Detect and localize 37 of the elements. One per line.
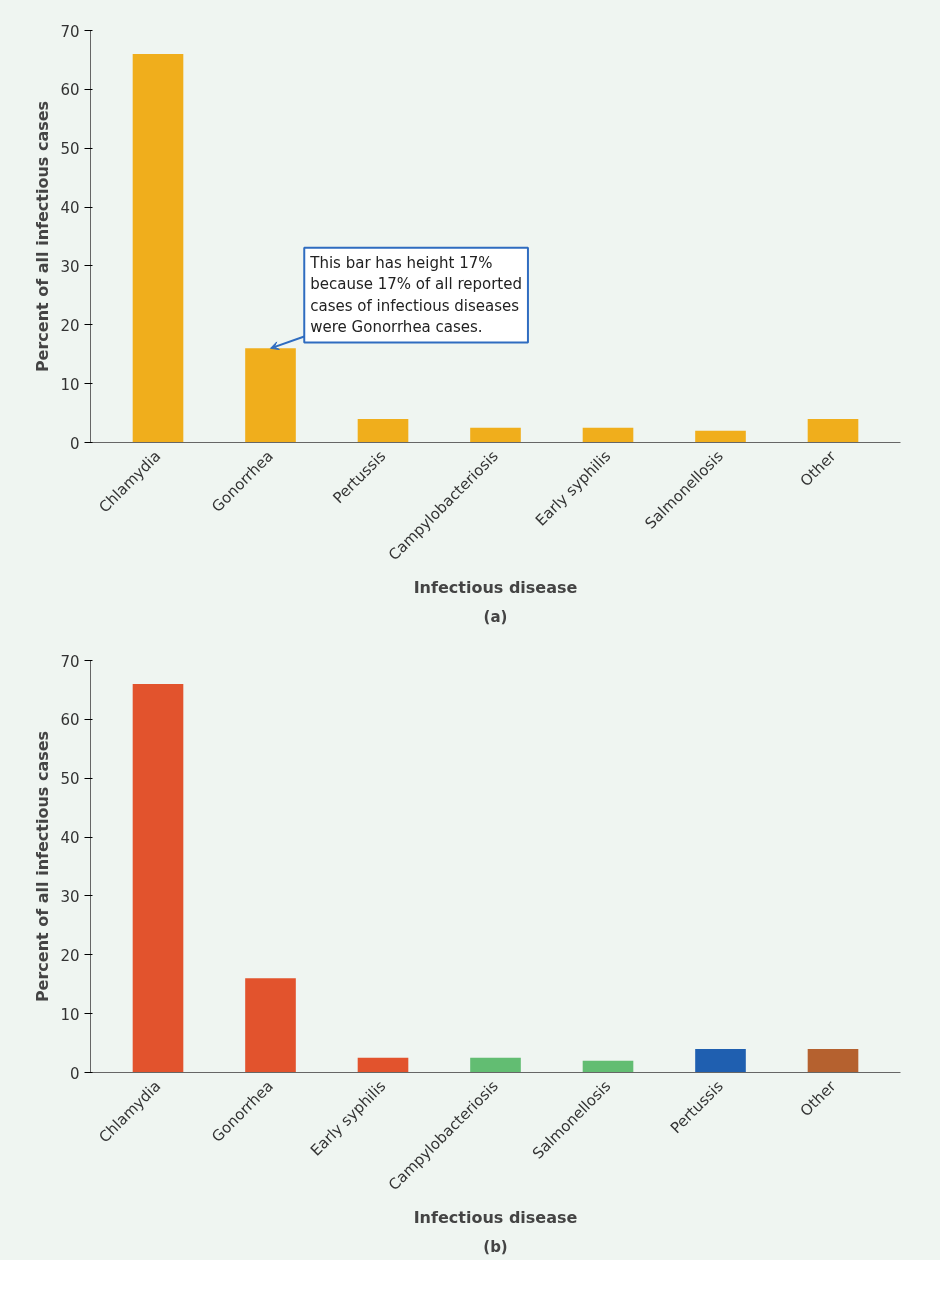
y-tick-label: 30	[60, 257, 80, 276]
bar	[132, 684, 184, 1073]
y-tick-label: 70	[60, 22, 80, 41]
y-tick-label: 60	[60, 81, 80, 100]
text: (b)	[483, 1237, 508, 1256]
bar	[695, 430, 746, 443]
bar	[357, 418, 409, 443]
bar	[807, 418, 859, 443]
y-tick-label: 40	[60, 199, 80, 218]
bar	[582, 1060, 634, 1073]
y-tick-label: 40	[60, 829, 80, 848]
y-tick-label: 20	[60, 946, 80, 965]
y-axis-title: Percent of all infectious cases	[33, 730, 53, 1003]
bar	[807, 1048, 859, 1073]
bar	[245, 978, 296, 1073]
y-tick-label: 20	[60, 316, 80, 335]
text: (a)	[483, 607, 508, 626]
annotation: This bar has height 17% because 17% of all reported cases of infectious diseases were Gonorrhea cases.	[309, 253, 522, 337]
bar	[582, 427, 634, 443]
bar	[245, 348, 296, 443]
y-tick-label: 0	[69, 434, 80, 453]
bar	[132, 54, 184, 443]
bar	[357, 1057, 409, 1073]
y-axis-title: Percent of all infectious cases	[33, 100, 53, 373]
y-tick-label: 50	[60, 770, 80, 789]
y-tick-label: 50	[60, 140, 80, 159]
x-axis-title: Infectious disease	[413, 1208, 578, 1228]
y-tick-label: 0	[69, 1064, 80, 1083]
y-tick-label: 10	[60, 375, 80, 394]
bar	[470, 1057, 521, 1073]
y-tick-label: 10	[60, 1005, 80, 1024]
y-tick-label: 30	[60, 887, 80, 906]
x-axis-title: Infectious disease	[413, 578, 578, 598]
y-tick-label: 60	[60, 711, 80, 730]
bar	[470, 427, 521, 443]
bar	[695, 1048, 746, 1073]
y-tick-label: 70	[60, 652, 80, 671]
